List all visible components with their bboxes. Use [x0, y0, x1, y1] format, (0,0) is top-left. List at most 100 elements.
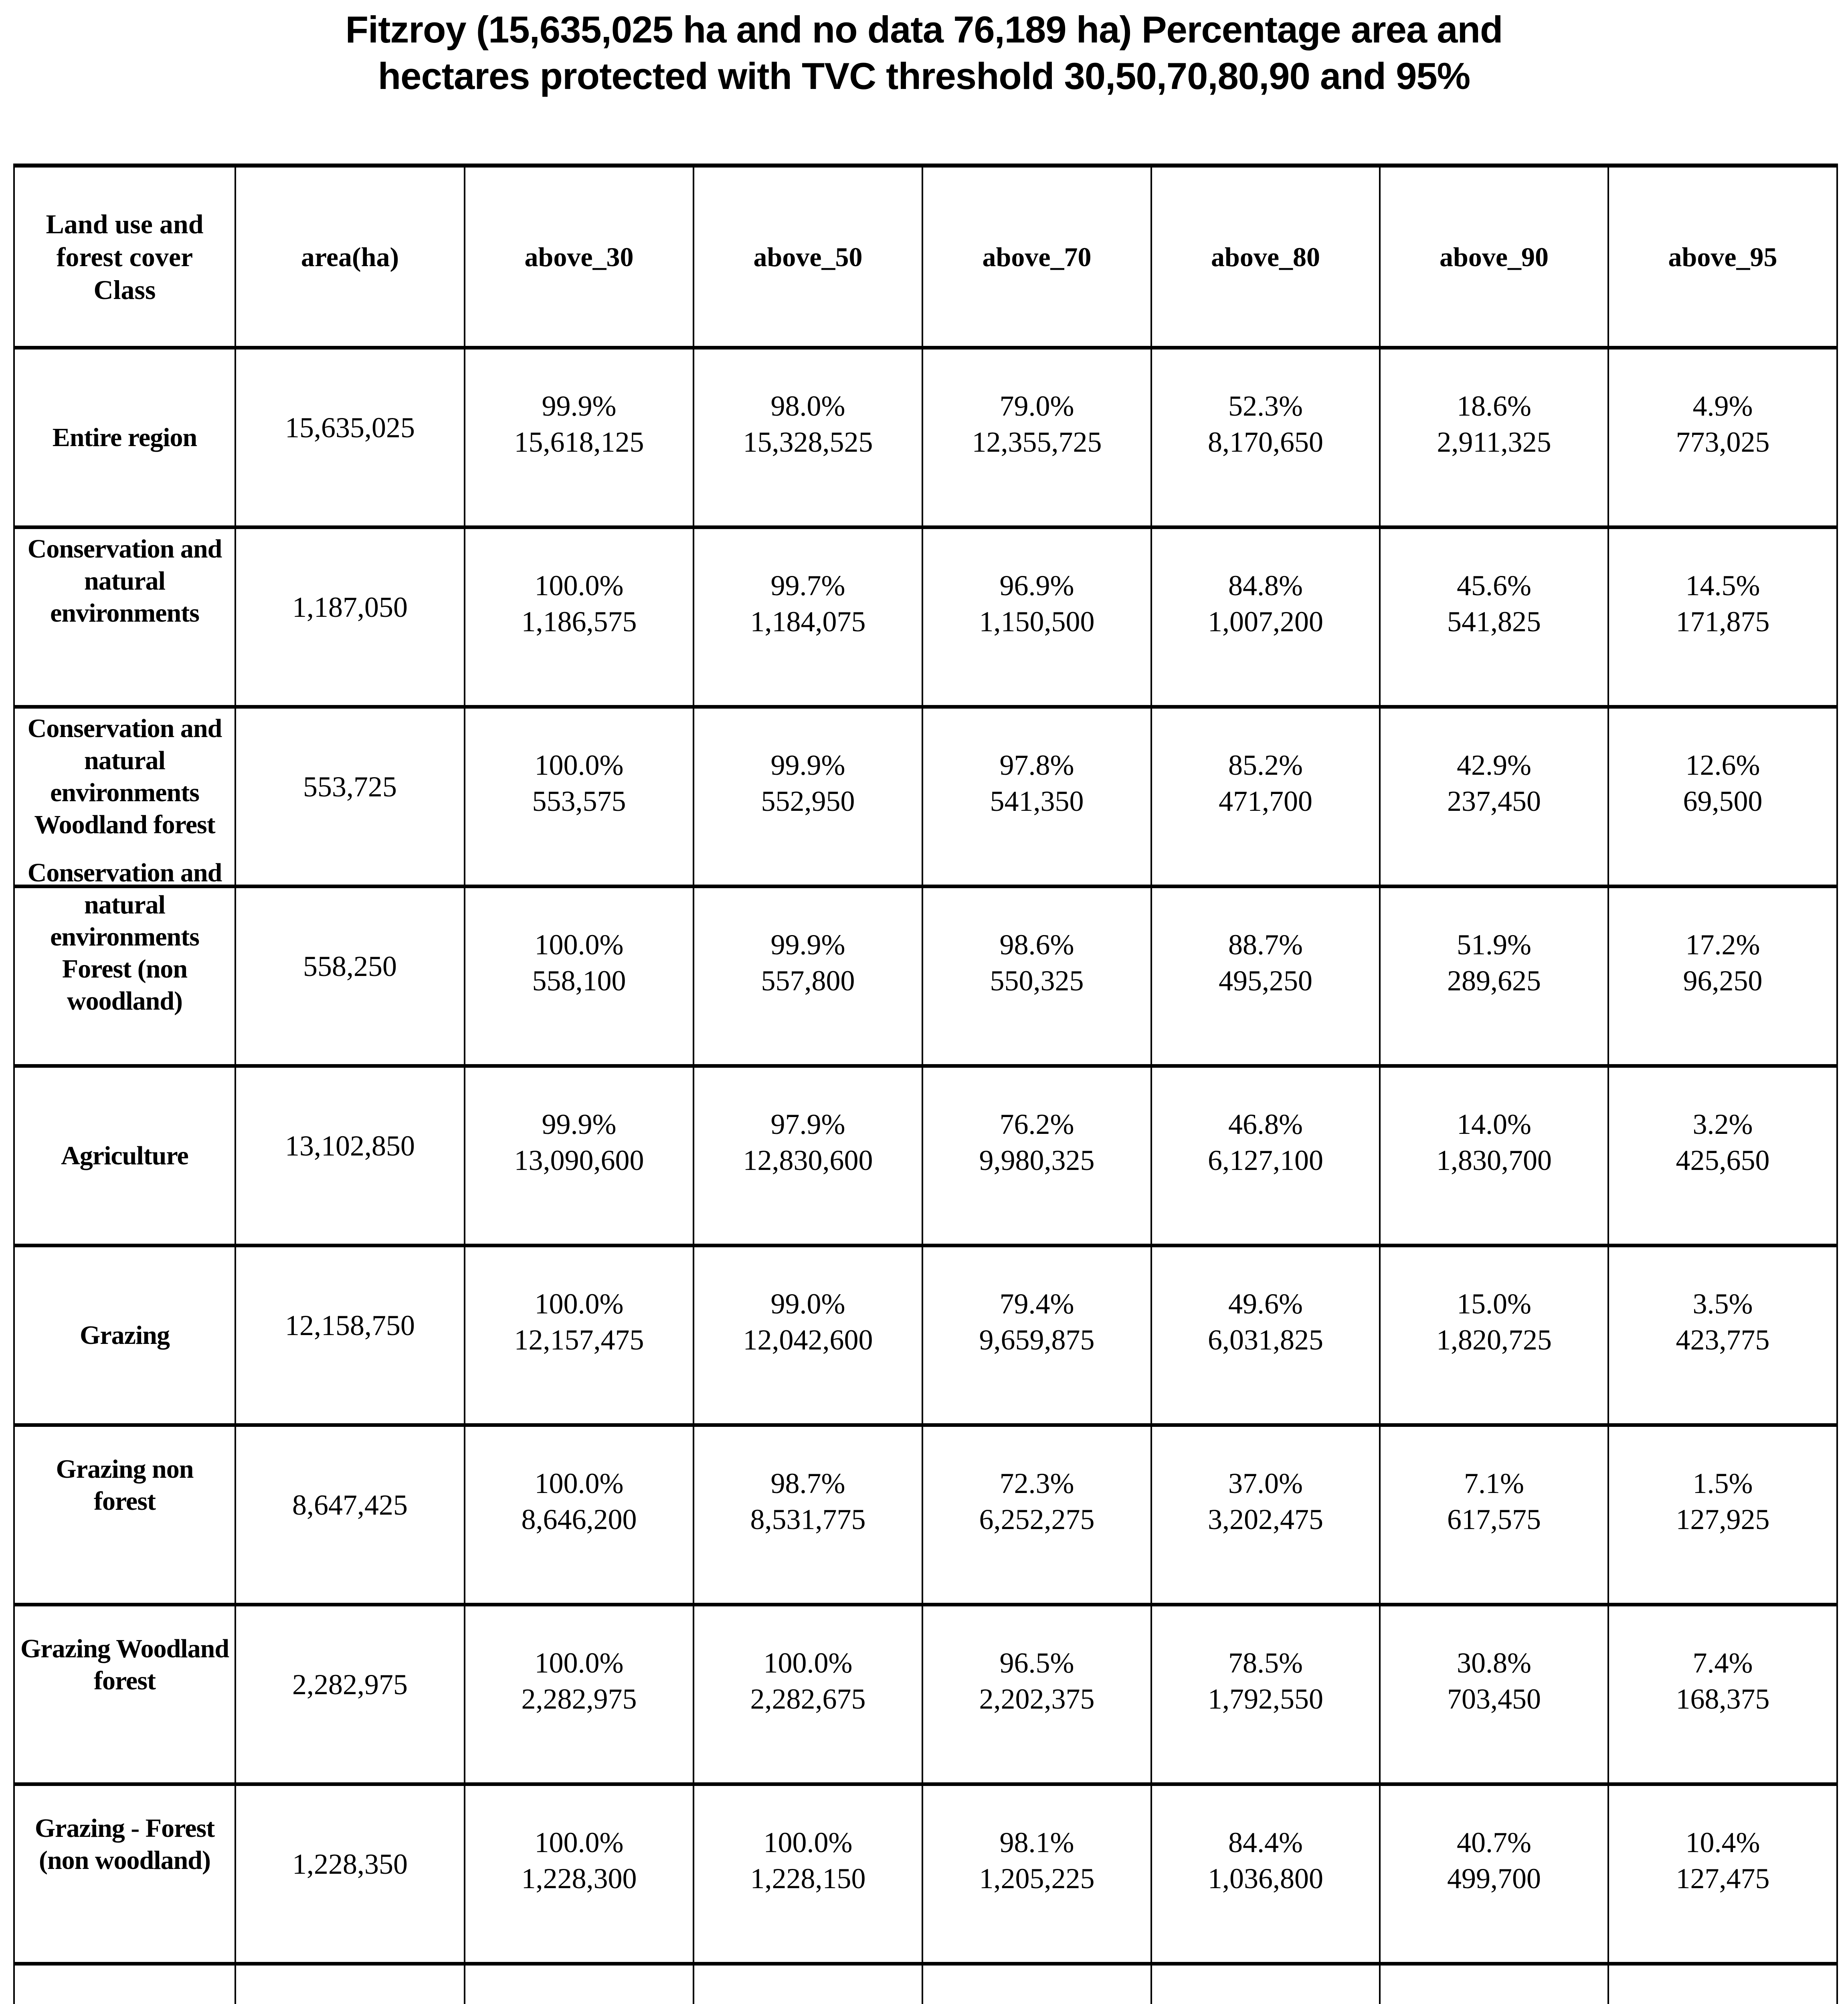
value-cell: 99.9% 557,800 [693, 888, 922, 1064]
value-cell: 49.6% 6,031,825 [1150, 1247, 1379, 1423]
header-row: Land use and forest cover Class area(ha)… [15, 168, 1836, 346]
value-cell: 100.0% 12,157,475 [464, 1247, 693, 1423]
value-cell: 15.0% 1,820,725 [1379, 1247, 1607, 1423]
area-cell: 1,228,350 [235, 1786, 464, 1962]
value-cell: 88.7% 495,250 [1150, 888, 1379, 1064]
table-row: Grazing - Forest (non woodland) 1,228,35… [15, 1782, 1836, 1962]
table-row: Entire region 15,635,025 99.9% 15,618,125… [15, 346, 1836, 525]
value-cell: 84.3%685,375 [693, 1966, 922, 2004]
row-label: Grazing non forest [56, 1455, 194, 1516]
value-cell: 4.9% 773,025 [1607, 349, 1836, 525]
value-cell: 84.4% 1,036,800 [1150, 1786, 1379, 1962]
value-cell: 78.5% 1,792,550 [1150, 1606, 1379, 1782]
table-row: Agriculture 13,102,850 99.9% 13,090,600 9… [15, 1064, 1836, 1244]
header-above-30: above_30 [464, 168, 693, 346]
title-line-1: Fitzroy (15,635,025 ha and no data 76,18… [345, 8, 1503, 51]
value-cell: 99.0% 12,042,600 [693, 1247, 922, 1423]
area-cell: 8,647,425 [235, 1427, 464, 1603]
value-cell: 14.5% 171,875 [1607, 529, 1836, 705]
area-cell: 1,187,050 [235, 529, 464, 705]
value-cell: 99.9% 13,090,600 [464, 1068, 693, 1244]
value-cell: 100.0% 1,228,150 [693, 1786, 922, 1962]
header-above-50: above_50 [693, 168, 922, 346]
value-cell: 0.9%7,125 [1379, 1966, 1607, 2004]
value-cell: 7.4% 168,375 [1607, 1606, 1836, 1782]
table-row: Grazing Woodland forest 2,282,975 100.0%… [15, 1603, 1836, 1782]
row-label: Conservation and natural environments Fo… [27, 858, 222, 1016]
area-cell: 812,825 [235, 1966, 464, 2004]
value-cell: 98.1% 1,205,225 [922, 1786, 1150, 1962]
header-class: Land use and forest cover Class [46, 208, 204, 305]
value-cell: 100.0% 2,282,675 [693, 1606, 922, 1782]
value-cell: 46.8% 6,127,100 [1150, 1068, 1379, 1244]
value-cell: 100.0% 553,575 [464, 709, 693, 885]
row-label: Cropping [15, 1966, 235, 2004]
value-cell: 14.0% 1,830,700 [1379, 1068, 1607, 1244]
value-cell: 100.0% 2,282,975 [464, 1606, 693, 1782]
header-above-70: above_70 [922, 168, 1150, 346]
table-row: Conservation and natural environments 1,… [15, 525, 1836, 705]
area-cell: 553,725 [235, 709, 464, 885]
value-cell: 99.0%805,050 [464, 1966, 693, 2004]
table-row: Conservation and natural environments Wo… [15, 705, 1836, 885]
table-row: Grazing non forest 8,647,425 100.0% 8,646… [15, 1423, 1836, 1603]
value-cell: 40.7% 499,700 [1379, 1786, 1607, 1962]
value-cell: 0.1%1,075 [1607, 1966, 1836, 2004]
value-cell: 79.4% 9,659,875 [922, 1247, 1150, 1423]
header-above-90: above_90 [1379, 168, 1607, 346]
value-cell: 98.0% 15,328,525 [693, 349, 922, 525]
row-label: Agriculture [61, 1141, 189, 1170]
row-label: Conservation and natural environments [27, 534, 222, 628]
header-area: area(ha) [235, 168, 464, 346]
value-cell: 33.4%271,225 [922, 1966, 1150, 2004]
value-cell: 51.9% 289,625 [1379, 888, 1607, 1064]
data-table: Land use and forest cover Class area(ha)… [13, 164, 1838, 2004]
value-cell: 99.7% 1,184,075 [693, 529, 922, 705]
value-cell: 96.9% 1,150,500 [922, 529, 1150, 705]
table-row: Cropping 812,825 99.0%805,050 84.3%685,3… [15, 1962, 1836, 2004]
value-cell: 84.8% 1,007,200 [1150, 529, 1379, 705]
value-cell: 52.3% 8,170,650 [1150, 349, 1379, 525]
row-label: Grazing [80, 1320, 170, 1350]
value-cell: 3.5% 423,775 [1607, 1247, 1836, 1423]
value-cell: 37.0% 3,202,475 [1150, 1427, 1379, 1603]
row-label: Grazing Woodland forest [20, 1634, 229, 1695]
table-row: Grazing 12,158,750 100.0% 12,157,475 99.0… [15, 1244, 1836, 1423]
area-cell: 12,158,750 [235, 1247, 464, 1423]
value-cell: 45.6% 541,825 [1379, 529, 1607, 705]
value-cell: 97.8% 541,350 [922, 709, 1150, 885]
value-cell: 98.6% 550,325 [922, 888, 1150, 1064]
page-title: Fitzroy (15,635,025 ha and no data 76,18… [0, 6, 1848, 99]
value-cell: 12.6% 69,500 [1607, 709, 1836, 885]
value-cell: 17.2% 96,250 [1607, 888, 1836, 1064]
value-cell: 85.2% 471,700 [1150, 709, 1379, 885]
row-label: Conservation and natural environments Wo… [27, 714, 222, 839]
area-cell: 558,250 [235, 888, 464, 1064]
value-cell: 3.2% 425,650 [1607, 1068, 1836, 1244]
row-label: Entire region [52, 422, 197, 452]
value-cell: 99.9% 15,618,125 [464, 349, 693, 525]
value-cell: 9.4%76,275 [1150, 1966, 1379, 2004]
value-cell: 100.0% 8,646,200 [464, 1427, 693, 1603]
value-cell: 72.3% 6,252,275 [922, 1427, 1150, 1603]
area-cell: 15,635,025 [235, 349, 464, 525]
area-cell: 2,282,975 [235, 1606, 464, 1782]
value-cell: 98.7% 8,531,775 [693, 1427, 922, 1603]
table-row: Conservation and natural environments Fo… [15, 858, 1836, 1064]
value-cell: 30.8% 703,450 [1379, 1606, 1607, 1782]
value-cell: 99.9% 552,950 [693, 709, 922, 885]
value-cell: 100.0% 558,100 [464, 888, 693, 1064]
header-above-80: above_80 [1150, 168, 1379, 346]
value-cell: 97.9% 12,830,600 [693, 1068, 922, 1244]
value-cell: 1.5% 127,925 [1607, 1427, 1836, 1603]
header-above-95: above_95 [1607, 168, 1836, 346]
value-cell: 42.9% 237,450 [1379, 709, 1607, 885]
value-cell: 100.0% 1,228,300 [464, 1786, 693, 1962]
value-cell: 79.0% 12,355,725 [922, 349, 1150, 525]
area-cell: 13,102,850 [235, 1068, 464, 1244]
value-cell: 7.1% 617,575 [1379, 1427, 1607, 1603]
row-label: Grazing - Forest (non woodland) [34, 1814, 215, 1875]
value-cell: 10.4% 127,475 [1607, 1786, 1836, 1962]
value-cell: 76.2% 9,980,325 [922, 1068, 1150, 1244]
value-cell: 96.5% 2,202,375 [922, 1606, 1150, 1782]
